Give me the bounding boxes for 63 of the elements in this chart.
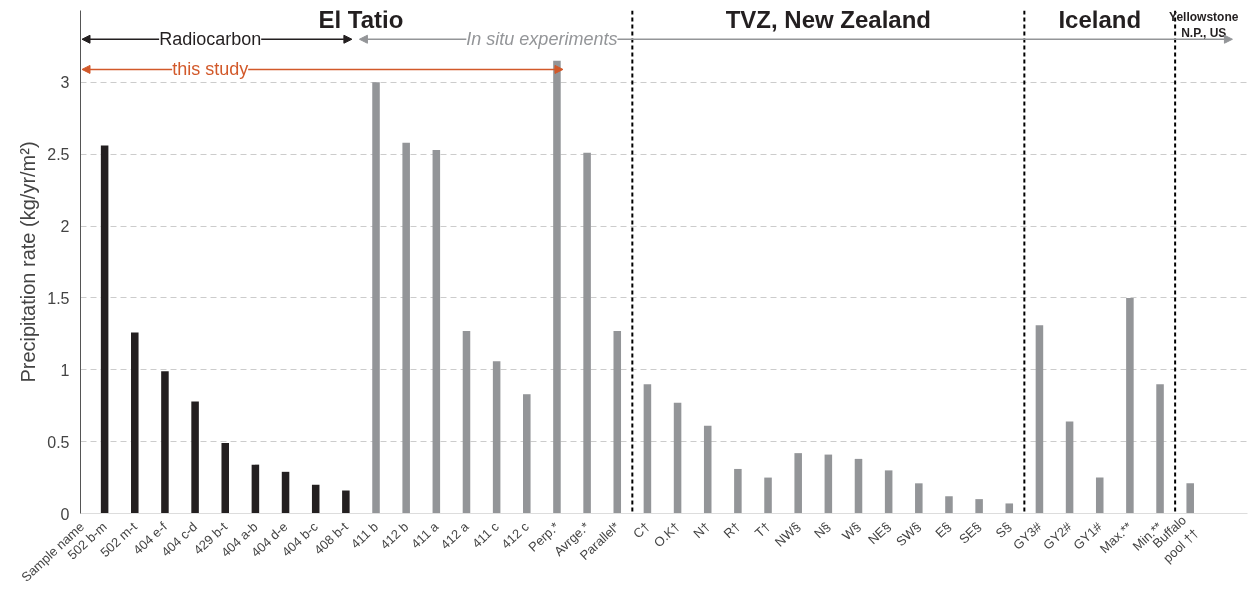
annotation: Radiocarbon — [159, 29, 262, 50]
bar — [462, 330, 471, 514]
bar — [402, 142, 410, 514]
bar — [643, 384, 652, 514]
y-tick-label: 3 — [60, 74, 70, 92]
bar — [884, 470, 893, 514]
bar — [975, 499, 983, 514]
annotation: Yellowstone N.P., US — [1169, 10, 1239, 40]
y-tick-label: 2.5 — [47, 146, 70, 164]
x-tick-label: C† — [630, 519, 653, 542]
bar — [1156, 384, 1164, 514]
bar — [734, 468, 742, 514]
bar — [854, 458, 863, 514]
bar — [161, 371, 169, 514]
bar — [432, 149, 441, 514]
bar — [1186, 483, 1194, 514]
bar — [945, 496, 953, 514]
x-tick-label: S§ — [992, 519, 1015, 541]
y-tick-label: 0 — [60, 505, 70, 523]
y-axis-title: Precipitation rate (kg/yr/m²) — [17, 141, 40, 383]
annotation: El Tatio — [318, 5, 404, 33]
bar — [251, 464, 260, 514]
bar — [1095, 477, 1104, 514]
x-tick-label: NE§ — [865, 519, 894, 548]
bar — [764, 477, 772, 514]
x-tick-label: E§ — [932, 519, 955, 541]
annotation: In situ experiments — [466, 29, 618, 50]
bar — [915, 483, 923, 514]
bar — [131, 332, 139, 514]
x-tick-label: SE§ — [956, 519, 985, 547]
bar — [824, 454, 833, 514]
bar — [583, 152, 591, 514]
bar — [1065, 421, 1074, 514]
bar — [221, 443, 230, 514]
bar — [1005, 503, 1014, 514]
bar — [311, 484, 320, 514]
bar — [191, 401, 199, 514]
bar — [100, 145, 109, 514]
bar — [673, 402, 682, 514]
bar — [492, 361, 501, 514]
y-tick-label: 2 — [60, 218, 70, 236]
bar — [281, 471, 290, 514]
bar — [342, 490, 350, 514]
x-tick-label: R† — [720, 519, 743, 542]
annotation: Iceland — [1058, 5, 1142, 33]
bar — [794, 453, 802, 514]
y-tick-label: 1.5 — [47, 289, 70, 307]
y-tick-label: 0.5 — [47, 433, 70, 451]
bar — [613, 330, 622, 514]
x-tick-label: 411 c — [468, 518, 503, 552]
bar — [523, 394, 531, 514]
annotation: TVZ, New Zealand — [725, 5, 932, 33]
annotation: this study — [172, 59, 249, 80]
x-tick-label: T† — [751, 519, 774, 541]
bar — [372, 82, 380, 514]
bar — [1035, 325, 1044, 514]
x-tick-label: N§ — [811, 519, 834, 542]
x-tick-label: W§ — [839, 519, 864, 544]
x-tick-label: N† — [690, 519, 713, 542]
bar — [703, 425, 712, 514]
bar — [553, 60, 561, 514]
bar — [1126, 297, 1134, 514]
y-tick-label: 1 — [60, 361, 70, 379]
